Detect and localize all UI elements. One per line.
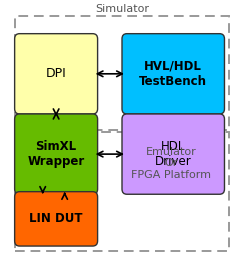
- FancyBboxPatch shape: [122, 114, 224, 194]
- Text: HDL
Driver: HDL Driver: [155, 140, 192, 168]
- Text: SimXL
Wrapper: SimXL Wrapper: [28, 140, 85, 168]
- Text: DPI: DPI: [46, 67, 67, 80]
- FancyBboxPatch shape: [122, 34, 224, 114]
- Text: Simulator: Simulator: [95, 4, 149, 14]
- Text: Emulator
Or
FPGA Platform: Emulator Or FPGA Platform: [131, 147, 211, 180]
- FancyBboxPatch shape: [15, 192, 98, 246]
- FancyBboxPatch shape: [15, 114, 98, 194]
- FancyBboxPatch shape: [15, 34, 98, 114]
- Text: HVL/HDL
TestBench: HVL/HDL TestBench: [139, 60, 207, 88]
- Text: LIN DUT: LIN DUT: [29, 212, 83, 225]
